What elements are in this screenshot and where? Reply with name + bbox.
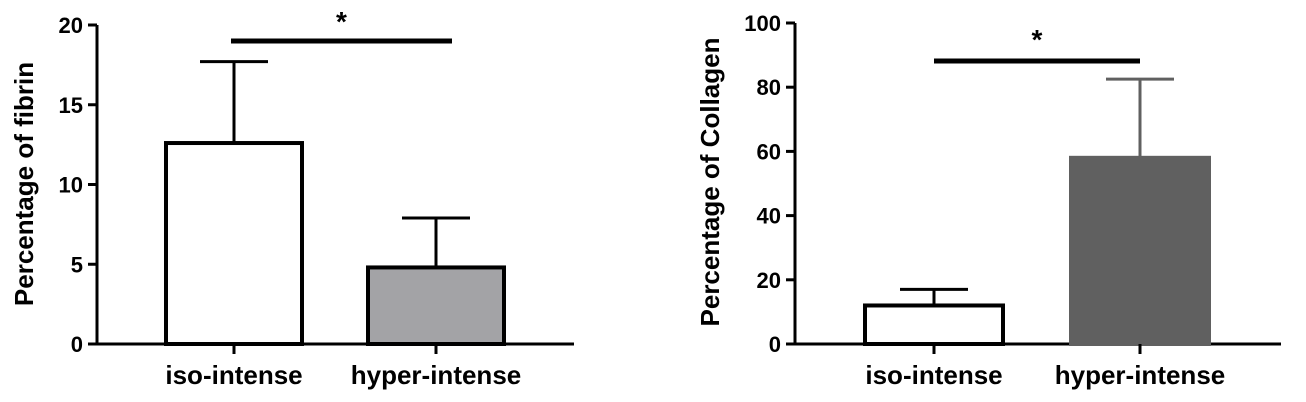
- chart-1: Percentage of fibrin 0 5 10 15 20 iso-intense h…: [9, 6, 574, 390]
- y-tick-label: 10: [59, 173, 83, 198]
- chart-2: Percentage of Collagen 0 20 40 60 80 100 iso-in…: [695, 11, 1281, 390]
- y-tick-label: 60: [757, 139, 781, 164]
- significance-marker: *: [336, 6, 347, 37]
- x-tick-label: hyper-intense: [1055, 360, 1226, 390]
- y-axis-label: Percentage of Collagen: [695, 38, 725, 327]
- y-tick-label: 20: [59, 13, 83, 38]
- x-tick-label: iso-intense: [165, 360, 302, 390]
- x-tick-label: hyper-intense: [351, 360, 522, 390]
- significance-marker: *: [1032, 24, 1043, 55]
- y-tick-label: 40: [757, 204, 781, 229]
- bar-iso-intense: [164, 141, 304, 346]
- bar-hyper-intense: [1069, 155, 1211, 346]
- y-tick-label: 0: [769, 332, 781, 357]
- y-axis-label: Percentage of fibrin: [9, 62, 39, 306]
- bar-hyper-intense: [366, 265, 506, 346]
- y-tick-label: 0: [71, 332, 83, 357]
- y-tick-label: 100: [744, 11, 781, 36]
- x-tick-label: iso-intense: [865, 360, 1002, 390]
- bar-iso-intense: [863, 303, 1005, 347]
- y-tick-label: 5: [71, 252, 83, 277]
- y-tick-label: 15: [59, 93, 83, 118]
- y-tick-label: 80: [757, 75, 781, 100]
- y-tick-label: 20: [757, 268, 781, 293]
